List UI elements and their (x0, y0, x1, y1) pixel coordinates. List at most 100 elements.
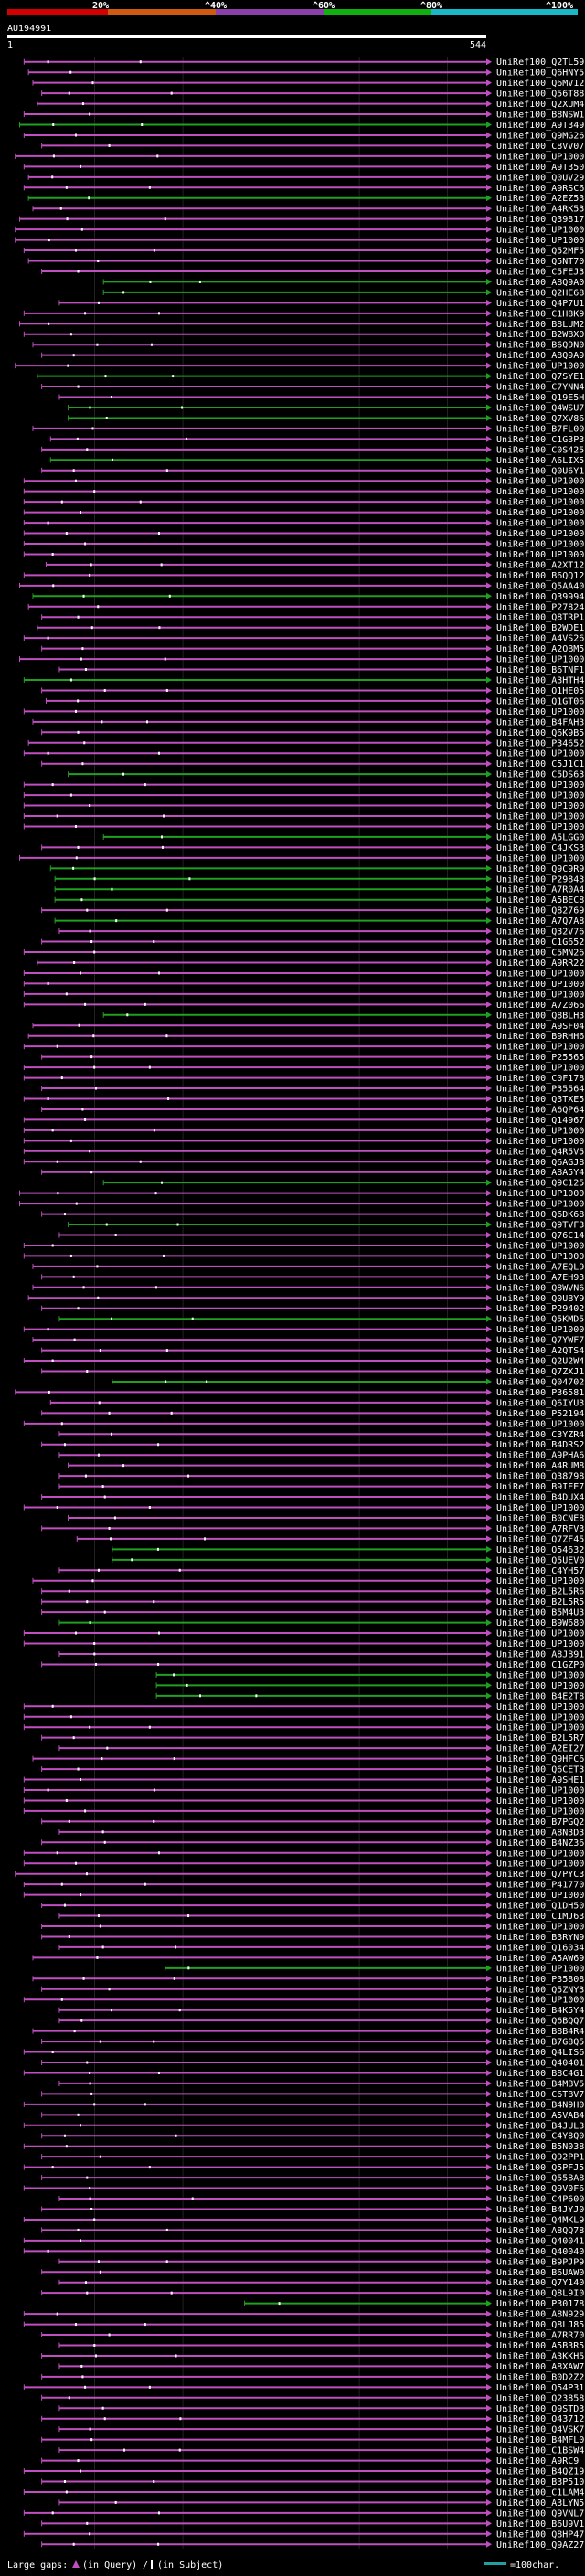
hit-label[interactable]: UniRef100_C4JKS3 (496, 843, 584, 853)
hit-label[interactable]: UniRef100_UP1000... (496, 1043, 585, 1053)
hit-label[interactable]: UniRef100_Q4P7U1 (496, 299, 584, 309)
hit-label[interactable]: UniRef100_Q6AGJ8 (496, 1158, 584, 1168)
hit-label[interactable]: UniRef100_Q7XV86 (496, 414, 584, 424)
hit-label[interactable]: UniRef100_A3LYN5 (496, 2498, 584, 2508)
hit-label[interactable]: UniRef100_Q5NT70 (496, 257, 584, 267)
hit-label[interactable]: UniRef100_UP1000... (496, 1200, 585, 1210)
hit-label[interactable]: UniRef100_Q9MG26 (496, 131, 584, 141)
hit-label[interactable]: UniRef100_B6QQ12 (496, 571, 584, 581)
hit-label[interactable]: UniRef100_P25565 (496, 1053, 584, 1063)
hit-label[interactable]: UniRef100_Q7YWF7 (496, 1336, 584, 1346)
hit-label[interactable]: UniRef100_C4Y8Q0 (496, 2132, 584, 2142)
hit-label[interactable]: UniRef100_Q19E5H (496, 393, 584, 403)
hit-label[interactable]: UniRef100_UP1000... (496, 1797, 585, 1807)
hit-label[interactable]: UniRef100_B8LUM2 (496, 320, 584, 330)
hit-label[interactable]: UniRef100_UP1000... (496, 1786, 585, 1796)
hit-label[interactable]: UniRef100_C0S425 (496, 445, 584, 455)
hit-label[interactable]: UniRef100_UP1000... (496, 749, 585, 759)
hit-label[interactable]: UniRef100_A2QTS4 (496, 1346, 584, 1356)
hit-label[interactable]: UniRef100_Q9VNL7 (496, 2508, 584, 2518)
hit-label[interactable]: UniRef100_A9PHA6 (496, 1451, 584, 1461)
hit-label[interactable]: UniRef100_Q6MV12 (496, 79, 584, 89)
hit-label[interactable]: UniRef100_B2WDE1 (496, 623, 584, 633)
hit-label[interactable]: UniRef100_A6QP64 (496, 1105, 584, 1115)
hit-label[interactable]: UniRef100_Q40401 (496, 2059, 584, 2069)
hit-label[interactable]: UniRef100_A9SF04 (496, 1022, 584, 1032)
hit-label[interactable]: UniRef100_Q5KMD5 (496, 1315, 584, 1325)
hit-label[interactable]: UniRef100_C5MN26 (496, 949, 584, 959)
hit-label[interactable]: UniRef100_Q9V0F6 (496, 2184, 584, 2194)
hit-label[interactable]: UniRef100_UP1000... (496, 1964, 585, 1974)
hit-label[interactable]: UniRef100_Q1HE05 (496, 686, 584, 696)
hit-label[interactable]: UniRef100_Q7PYC3 (496, 1870, 584, 1880)
hit-label[interactable]: UniRef100_A8N3D3 (496, 1828, 584, 1838)
hit-label[interactable]: UniRef100_B4N9H0 (496, 2100, 584, 2110)
hit-label[interactable]: UniRef100_Q04702 (496, 1377, 584, 1387)
hit-label[interactable]: UniRef100_Q4MKL9 (496, 2215, 584, 2225)
hit-label[interactable]: UniRef100_A4VS26 (496, 634, 584, 644)
hit-label[interactable]: UniRef100_Q9TVF3 (496, 1221, 584, 1231)
hit-label[interactable]: UniRef100_A8QQ78 (496, 2226, 584, 2236)
hit-label[interactable]: UniRef100_Q7ZF45 (496, 1534, 584, 1544)
hit-label[interactable]: UniRef100_UP1000... (496, 707, 585, 717)
hit-label[interactable]: UniRef100_UP1000... (496, 1629, 585, 1639)
hit-label[interactable]: UniRef100_C8VV07 (496, 142, 584, 152)
hit-label[interactable]: UniRef100_Q0UBY9 (496, 1294, 584, 1304)
hit-label[interactable]: UniRef100_Q54P31 (496, 2383, 584, 2393)
hit-label[interactable]: UniRef100_B9W680 (496, 1618, 584, 1628)
hit-label[interactable]: UniRef100_A5BEC8 (496, 896, 584, 906)
hit-label[interactable]: UniRef100_P29843 (496, 875, 584, 885)
hit-label[interactable]: UniRef100_UP1000... (496, 1189, 585, 1199)
hit-label[interactable]: UniRef100_Q8TRP1 (496, 613, 584, 623)
hit-label[interactable]: UniRef100_B4DUX4 (496, 1493, 584, 1503)
hit-label[interactable]: UniRef100_B8C4G1 (496, 2069, 584, 2079)
hit-label[interactable]: UniRef100_B7PGQ2 (496, 1818, 584, 1828)
hit-label[interactable]: UniRef100_B4QZ19 (496, 2467, 584, 2477)
hit-label[interactable]: UniRef100_Q4LIS6 (496, 2048, 584, 2058)
hit-label[interactable]: UniRef100_C6TBV7 (496, 2090, 584, 2100)
hit-label[interactable]: UniRef100_UP1000... (496, 236, 585, 246)
hit-label[interactable]: UniRef100_UP1000... (496, 508, 585, 518)
hit-label[interactable]: UniRef100_P34652 (496, 738, 584, 748)
hit-label[interactable]: UniRef100_UP1000... (496, 152, 585, 162)
hit-label[interactable]: UniRef100_Q8WVN6 (496, 1283, 584, 1293)
hit-label[interactable]: UniRef100_Q5AA40 (496, 581, 584, 591)
hit-label[interactable]: UniRef100_Q55BA8 (496, 2174, 584, 2184)
hit-label[interactable]: UniRef100_Q40041 (496, 2236, 584, 2246)
hit-label[interactable]: UniRef100_Q7Y140 (496, 2278, 584, 2288)
hit-label[interactable]: UniRef100_C7YNN4 (496, 383, 584, 393)
hit-label[interactable]: UniRef100_C3YZR4 (496, 1430, 584, 1440)
hit-label[interactable]: UniRef100_Q2HE68 (496, 288, 584, 298)
hit-label[interactable]: UniRef100_UP1000... (496, 1891, 585, 1901)
hit-label[interactable]: UniRef100_UP1000... (496, 226, 585, 236)
hit-label[interactable]: UniRef100_UP1000... (496, 1849, 585, 1859)
hit-label[interactable]: UniRef100_Q76C14 (496, 1231, 584, 1241)
hit-label[interactable]: UniRef100_P27824 (496, 602, 584, 612)
hit-label[interactable]: UniRef100_Q8LJ85 (496, 2320, 584, 2330)
hit-label[interactable]: UniRef100_Q2U2W4 (496, 1357, 584, 1367)
hit-label[interactable]: UniRef100_B7FL00 (496, 424, 584, 434)
hit-label[interactable]: UniRef100_UP1000... (496, 1996, 585, 2006)
hit-label[interactable]: UniRef100_UP1000... (496, 529, 585, 539)
hit-label[interactable]: UniRef100_B2WBX0 (496, 330, 584, 340)
hit-label[interactable]: UniRef100_UP1000... (496, 1923, 585, 1933)
hit-label[interactable]: UniRef100_Q6HNY5 (496, 69, 584, 79)
hit-label[interactable]: UniRef100_B6UAW0 (496, 2268, 584, 2278)
hit-label[interactable]: UniRef100_A8XAW7 (496, 2362, 584, 2372)
hit-label[interactable]: UniRef100_P41770 (496, 1881, 584, 1891)
hit-label[interactable]: UniRef100_UP1000... (496, 1681, 585, 1691)
hit-label[interactable]: UniRef100_A2EI27 (496, 1744, 584, 1754)
hit-label[interactable]: UniRef100_Q1DH50 (496, 1902, 584, 1912)
hit-label[interactable]: UniRef100_A7Q7A8 (496, 917, 584, 927)
hit-label[interactable]: UniRef100_UP1000... (496, 362, 585, 372)
hit-label[interactable]: UniRef100_UP1000... (496, 1712, 585, 1723)
hit-label[interactable]: UniRef100_A3HTH4 (496, 676, 584, 686)
hit-label[interactable]: UniRef100_C5FEJ3 (496, 267, 584, 277)
hit-label[interactable]: UniRef100_Q6DK68 (496, 1210, 584, 1220)
hit-label[interactable]: UniRef100_B6U9V1 (496, 2519, 584, 2529)
hit-label[interactable]: UniRef100_UP1000... (496, 1670, 585, 1680)
hit-label[interactable]: UniRef100_Q40040 (496, 2247, 584, 2257)
hit-label[interactable]: UniRef100_UP1000... (496, 791, 585, 801)
hit-label[interactable]: UniRef100_B3P510 (496, 2477, 584, 2487)
hit-label[interactable]: UniRef100_Q6K9B5 (496, 728, 584, 738)
